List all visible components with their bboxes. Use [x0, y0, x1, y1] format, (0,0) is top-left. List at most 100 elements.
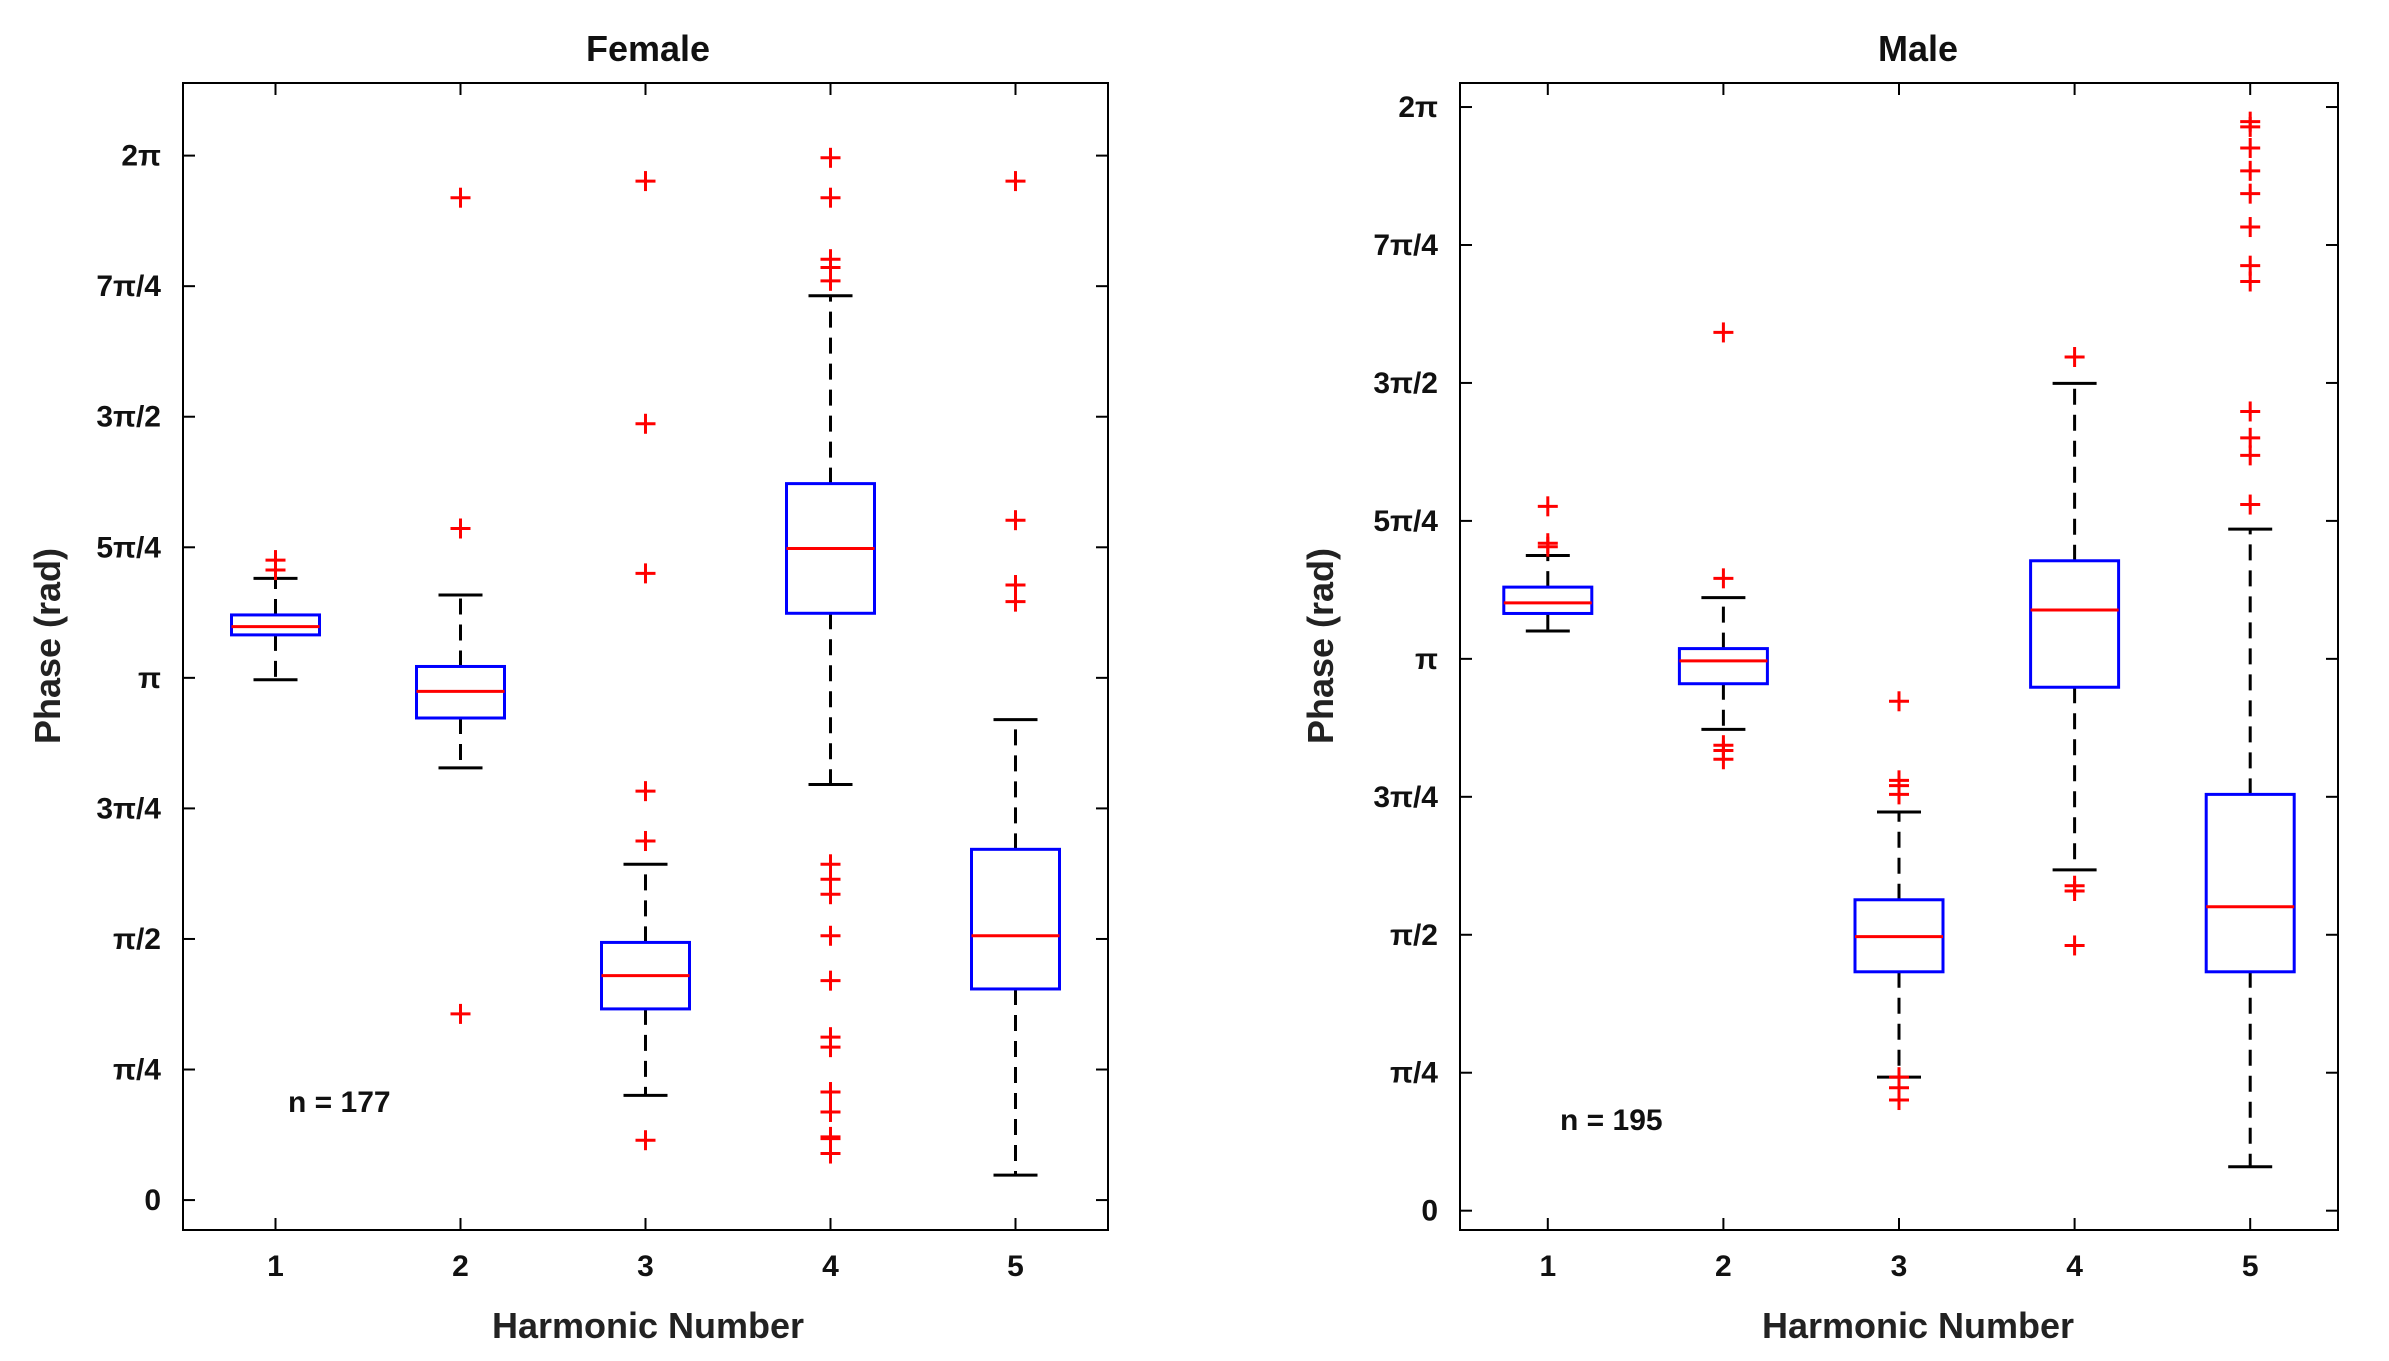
box-4 — [2029, 347, 2121, 956]
box-5 — [970, 171, 1061, 1177]
y-axis-label: Phase (rad) — [1300, 548, 1341, 744]
outlier-marker — [1889, 770, 1909, 791]
axes-frame — [182, 82, 1109, 1231]
sample-size-label: n = 195 — [1560, 1104, 1663, 1137]
y-tick-label: 7π/4 — [96, 270, 161, 303]
box-5 — [2204, 111, 2296, 1169]
plot-area: 0 π/4 π/2 3π/4 π 5π/4 3π/2 7π/4 2π 1 2 3 4 5 — [96, 82, 1109, 1283]
outlier-marker — [635, 563, 656, 584]
y-tick-label: 2π — [1398, 91, 1438, 124]
box-1 — [230, 550, 321, 682]
x-tick-label: 1 — [1539, 1250, 1556, 1283]
plot-area: 0 π/4 π/2 3π/4 π 5π/4 3π/2 7π/4 2π 1 2 3 4 5 — [1373, 82, 2339, 1283]
outlier-marker — [1537, 533, 1558, 554]
outlier-marker — [820, 147, 841, 168]
x-tick-label: 1 — [267, 1250, 284, 1283]
y-tick-label: π/2 — [113, 923, 161, 956]
y-tick-label: 3π/2 — [96, 401, 161, 434]
outlier-marker — [820, 854, 841, 875]
box-3 — [600, 171, 691, 1151]
iqr-box — [1677, 647, 1769, 686]
iqr-box — [2204, 792, 2296, 974]
outlier-marker — [2240, 255, 2261, 276]
outlier-marker — [820, 187, 841, 208]
outlier-marker — [635, 831, 656, 852]
outlier-marker — [1713, 322, 1734, 343]
y-tick-label: 0 — [144, 1184, 161, 1217]
outlier-marker — [1537, 496, 1558, 517]
outlier-marker — [820, 970, 841, 991]
outlier-marker — [820, 1082, 841, 1103]
y-tick-label: 3π/4 — [1373, 781, 1438, 814]
outlier-marker — [450, 187, 471, 208]
iqr-box — [2029, 559, 2121, 689]
outlier-marker — [1005, 510, 1026, 531]
female-panel: Female Harmonic Number Phase (rad) n = 1… — [27, 28, 1109, 1346]
outlier-marker — [635, 171, 656, 192]
outlier-marker — [820, 249, 841, 270]
iqr-box — [1502, 585, 1594, 615]
outlier-marker — [820, 1126, 841, 1147]
y-tick-label: π/2 — [1390, 919, 1438, 952]
sample-size-label: n = 177 — [288, 1086, 391, 1119]
y-tick-label: π — [138, 662, 161, 695]
outlier-marker — [635, 781, 656, 802]
outlier-marker — [2064, 935, 2085, 956]
outlier-marker — [1005, 171, 1026, 192]
outlier-marker — [450, 1003, 471, 1024]
outlier-marker — [1713, 735, 1734, 756]
outlier-marker — [1713, 568, 1734, 589]
box-3 — [1853, 691, 1945, 1111]
outlier-marker — [2240, 401, 2261, 422]
x-axis-label: Harmonic Number — [492, 1305, 804, 1346]
chart-title: Male — [1878, 28, 1958, 69]
outlier-marker — [1005, 575, 1026, 596]
x-tick-label: 2 — [1715, 1250, 1732, 1283]
y-axis-label: Phase (rad) — [27, 548, 68, 744]
y-tick-label: 5π/4 — [1373, 505, 1438, 538]
x-tick-label: 4 — [2066, 1250, 2083, 1283]
x-axis-label: Harmonic Number — [1762, 1305, 2074, 1346]
y-tick-label: π/4 — [113, 1054, 161, 1087]
outlier-marker — [2240, 427, 2261, 448]
y-tick-label: 0 — [1421, 1195, 1438, 1228]
x-tick-label: 5 — [2242, 1250, 2259, 1283]
outlier-marker — [2240, 111, 2261, 132]
outlier-marker — [2064, 347, 2085, 368]
outlier-marker — [2240, 445, 2261, 466]
outlier-marker — [1889, 1067, 1909, 1088]
male-panel: Male Harmonic Number Phase (rad) n = 195… — [1300, 28, 2339, 1346]
outlier-marker — [2240, 137, 2261, 158]
y-tick-label: 3π/4 — [96, 792, 161, 825]
x-tick-label: 5 — [1007, 1250, 1024, 1283]
y-tick-label: 3π/2 — [1373, 367, 1438, 400]
box-2 — [415, 187, 506, 1024]
outlier-marker — [2240, 160, 2261, 181]
y-tick-label: π/4 — [1390, 1057, 1438, 1090]
y-tick-label: 2π — [121, 140, 161, 173]
box-2 — [1677, 322, 1769, 770]
outlier-marker — [635, 1130, 656, 1151]
outlier-marker — [820, 925, 841, 946]
y-tick-label: 7π/4 — [1373, 229, 1438, 262]
outlier-marker — [2240, 183, 2261, 204]
outlier-marker — [820, 1101, 841, 1122]
box-4 — [785, 147, 876, 1164]
outlier-marker — [820, 1027, 841, 1048]
outlier-marker — [635, 413, 656, 434]
x-tick-label: 3 — [1891, 1250, 1908, 1283]
x-tick-label: 4 — [822, 1250, 839, 1283]
box-1 — [1502, 496, 1594, 633]
outlier-marker — [2240, 494, 2261, 515]
outlier-marker — [2064, 875, 2085, 896]
x-tick-label: 2 — [452, 1250, 469, 1283]
x-tick-label: 3 — [637, 1250, 654, 1283]
chart-title: Female — [586, 28, 710, 69]
y-tick-label: 5π/4 — [96, 531, 161, 564]
outlier-marker — [1889, 691, 1909, 712]
outlier-marker — [2240, 217, 2261, 238]
outlier-marker — [265, 550, 286, 571]
outlier-marker — [450, 518, 471, 539]
iqr-box — [230, 613, 321, 637]
